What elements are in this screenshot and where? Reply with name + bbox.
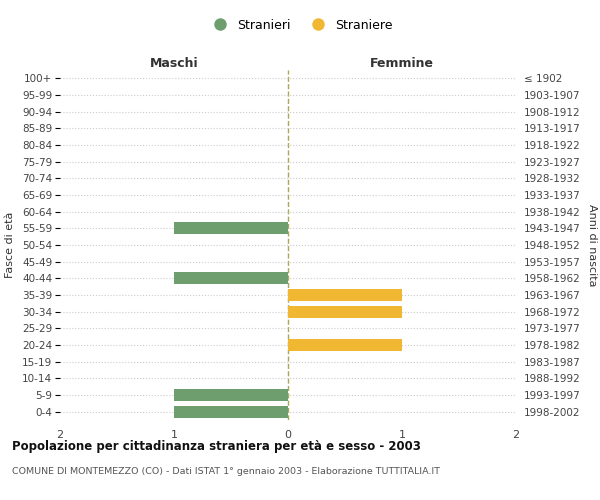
Bar bbox=[174, 389, 288, 401]
Text: Femmine: Femmine bbox=[370, 57, 434, 70]
Text: Maschi: Maschi bbox=[149, 57, 199, 70]
Y-axis label: Anni di nascita: Anni di nascita bbox=[587, 204, 597, 286]
Legend: Stranieri, Straniere: Stranieri, Straniere bbox=[202, 14, 398, 37]
Bar bbox=[174, 406, 288, 417]
Text: Popolazione per cittadinanza straniera per età e sesso - 2003: Popolazione per cittadinanza straniera p… bbox=[12, 440, 421, 453]
Y-axis label: Fasce di età: Fasce di età bbox=[5, 212, 15, 278]
Bar bbox=[174, 222, 288, 234]
Bar bbox=[174, 272, 288, 284]
Bar bbox=[288, 306, 402, 318]
Text: COMUNE DI MONTEMEZZO (CO) - Dati ISTAT 1° gennaio 2003 - Elaborazione TUTTITALIA: COMUNE DI MONTEMEZZO (CO) - Dati ISTAT 1… bbox=[12, 468, 440, 476]
Bar bbox=[288, 289, 402, 301]
Bar bbox=[288, 339, 402, 351]
